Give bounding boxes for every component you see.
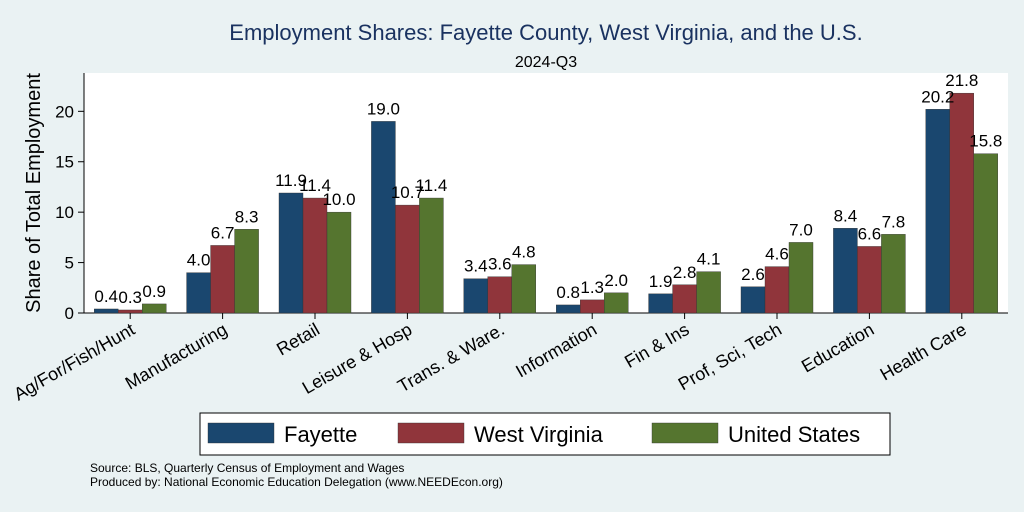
bar (764, 266, 790, 314)
data-label: 6.7 (211, 223, 235, 242)
bar (326, 211, 352, 314)
bar (419, 197, 444, 314)
bar (278, 192, 304, 314)
bar (833, 228, 858, 314)
category-label: Retail (273, 319, 323, 359)
bar (857, 246, 882, 314)
bar (141, 303, 167, 314)
bar (648, 293, 673, 314)
legend-swatch (207, 422, 275, 444)
data-label: 2.6 (741, 265, 765, 284)
legend-swatch (651, 422, 719, 444)
data-label: 7.8 (882, 212, 906, 231)
data-label: 4.8 (512, 243, 536, 262)
bar (973, 153, 998, 314)
data-label: 6.6 (858, 224, 882, 243)
bar (696, 271, 721, 314)
bar (395, 204, 420, 314)
legend-label: United States (728, 422, 860, 447)
category-label: Manufacturing (122, 319, 231, 393)
data-label: 1.9 (649, 272, 673, 291)
bar (463, 278, 488, 314)
legend: Fayette West Virginia United States (199, 412, 891, 456)
data-label: 2.0 (604, 271, 628, 290)
data-label: 2.8 (673, 263, 697, 282)
produced-by-note: Produced by: National Economic Education… (90, 475, 503, 489)
bars (84, 92, 1008, 314)
bar (371, 121, 396, 314)
category-label: Information (512, 319, 600, 381)
bar (925, 109, 950, 314)
bar (740, 286, 766, 314)
bar (949, 92, 974, 314)
y-tick-label: 10 (55, 203, 74, 222)
bar (302, 197, 328, 314)
source-note: Source: BLS, Quarterly Census of Employm… (90, 461, 404, 475)
category-label: Health Care (877, 319, 970, 384)
category-label: Prof, Sci, Tech (675, 319, 785, 394)
data-label: 3.4 (464, 257, 488, 276)
data-label: 4.0 (187, 251, 211, 270)
bar (788, 242, 814, 314)
data-label: 7.0 (789, 220, 813, 239)
y-axis-label: Share of Total Employment (23, 73, 45, 313)
category-label: Ag/For/Fish/Hunt (10, 319, 138, 404)
category-label: Education (798, 319, 877, 376)
category-label: Fin & Ins (621, 319, 693, 372)
data-label: 0.9 (142, 282, 166, 301)
data-label: 1.3 (580, 278, 604, 297)
data-label: 8.4 (834, 206, 858, 225)
data-label: 11.4 (299, 176, 331, 195)
data-label: 10.7 (391, 183, 424, 202)
data-label: 10.0 (322, 190, 355, 209)
data-label: 0.4 (94, 287, 118, 306)
data-label: 20.2 (921, 87, 954, 106)
chart-title: Employment Shares: Fayette County, West … (229, 20, 862, 45)
bar (580, 299, 605, 314)
bar (93, 308, 119, 314)
legend-label: Fayette (284, 422, 357, 447)
legend-box (199, 412, 891, 456)
bar (186, 272, 211, 314)
y-tick-label: 5 (65, 254, 74, 273)
y-tick-label: 0 (65, 304, 74, 323)
bar (672, 284, 697, 314)
bar (487, 276, 512, 314)
data-label: 8.3 (235, 207, 259, 226)
y-tick-label: 20 (55, 102, 74, 121)
bar (881, 234, 906, 314)
data-label: 0.8 (556, 283, 580, 302)
data-label: 11.4 (415, 176, 447, 195)
bar (511, 264, 536, 314)
data-label: 4.6 (765, 245, 789, 264)
legend-label: West Virginia (474, 422, 604, 447)
bar (234, 229, 259, 314)
y-tick-label: 15 (55, 153, 74, 172)
data-label: 15.8 (969, 132, 1002, 151)
bar (556, 304, 581, 314)
data-label: 0.3 (118, 288, 142, 307)
data-label: 11.9 (275, 171, 307, 190)
chart-subtitle: 2024-Q3 (515, 54, 577, 71)
bar (117, 309, 143, 314)
data-label: 19.0 (367, 99, 400, 118)
data-label: 4.1 (697, 250, 721, 269)
data-label: 21.8 (945, 71, 978, 90)
legend-swatch (397, 422, 465, 444)
bar (210, 245, 235, 314)
bar (604, 292, 629, 314)
y-axis: 0 5 10 15 20 (55, 73, 85, 323)
data-label: 3.6 (488, 255, 512, 274)
data-labels: 0.4 4.0 11.9 19.0 3.4 0.8 1.9 2.6 8.4 20.2 0.3 6.7 1… (94, 71, 1002, 307)
